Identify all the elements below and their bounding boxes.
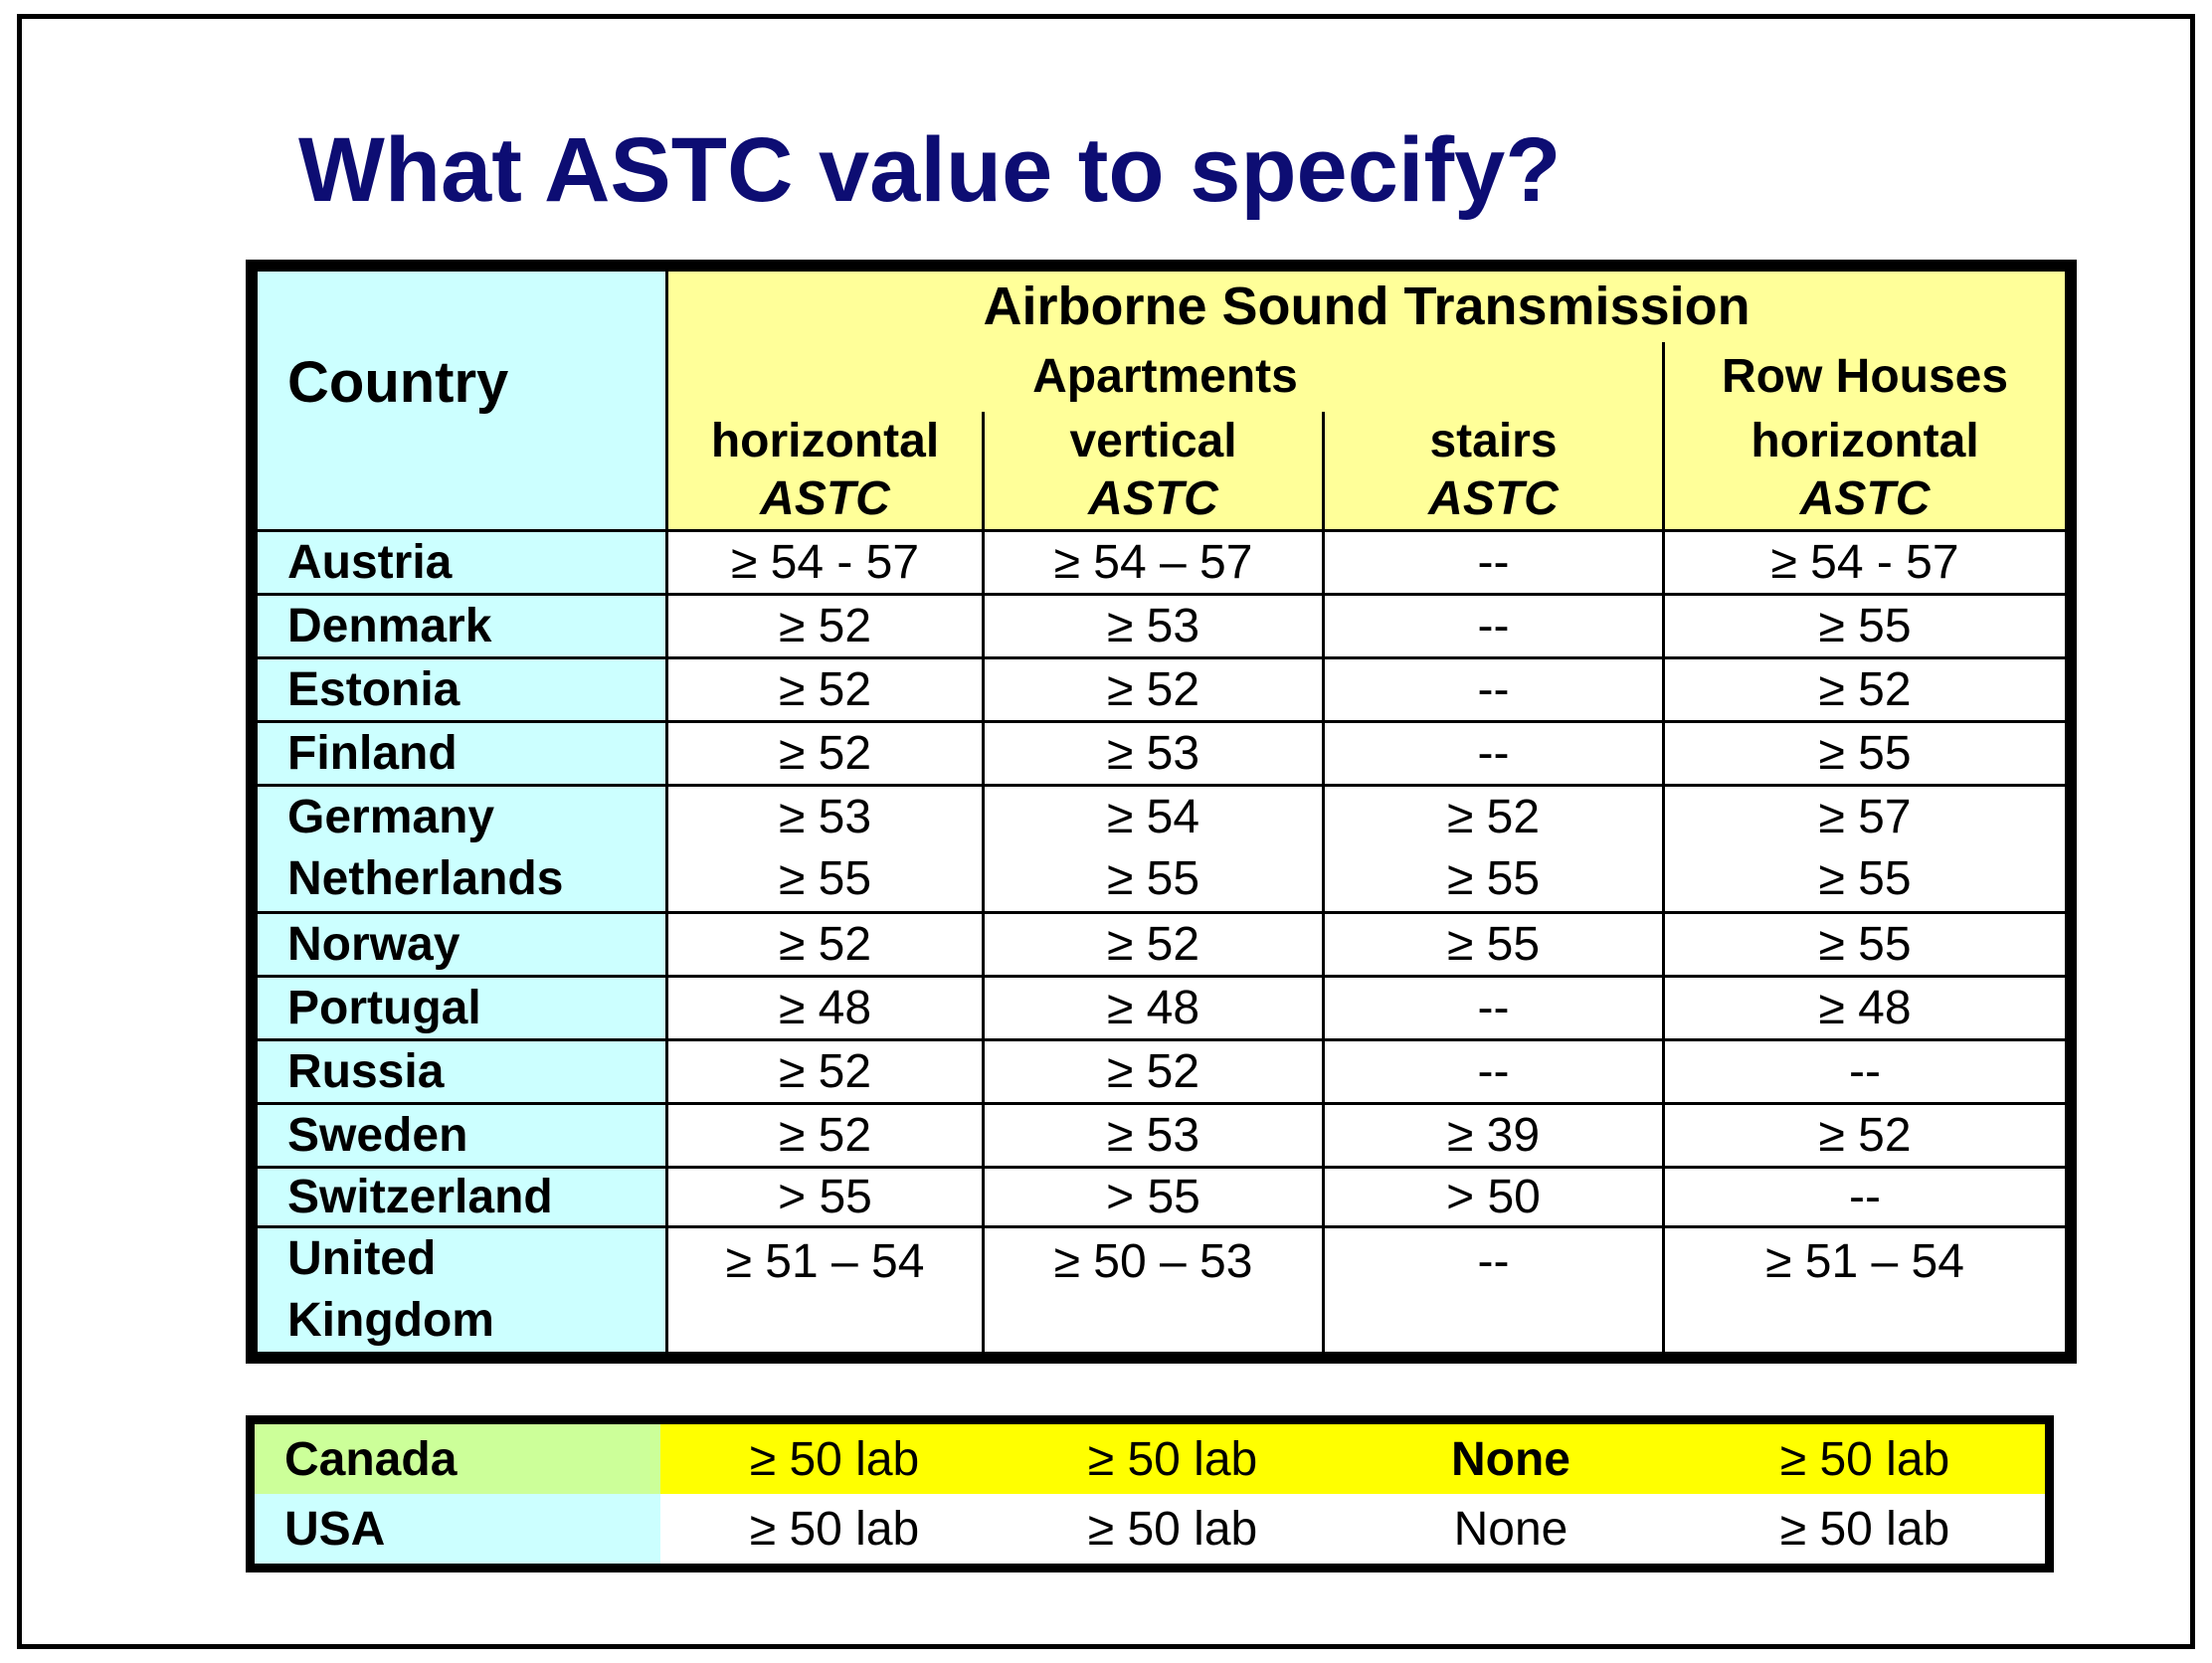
- table-row-usa: USA ≥ 50 lab ≥ 50 lab None ≥ 50 lab: [255, 1494, 2045, 1564]
- value-cell: ≥ 52: [982, 1037, 1325, 1105]
- value-cell: ≥ 57 ≥ 55: [1661, 784, 2069, 914]
- value-cell: ≥ 52: [1661, 1101, 2069, 1169]
- value-cell: ≥ 52: [982, 910, 1325, 978]
- table-row: United Kingdom ≥ 51 – 54 ≥ 50 – 53 -- ≥ …: [255, 1224, 2069, 1356]
- value-cell: > 50: [1322, 1165, 1665, 1228]
- country-cell: Switzerland: [255, 1165, 668, 1228]
- value-cell: --: [1322, 1224, 1665, 1356]
- table-row: Sweden ≥ 52 ≥ 53 ≥ 39 ≥ 52: [255, 1101, 2069, 1169]
- header-col-row-houses-horizontal: horizontal ASTC: [1661, 411, 2069, 533]
- country-cell: Denmark: [255, 593, 668, 660]
- value-cell: ≥ 53 ≥ 55: [665, 784, 985, 914]
- value-cell: ≥ 55: [1661, 593, 2069, 660]
- value-cell: ≥ 52: [665, 1101, 985, 1169]
- value-cell: ≥ 52: [665, 1037, 985, 1105]
- value-cell: ≥ 51 – 54: [665, 1224, 985, 1356]
- value-cell: ≥ 52: [1661, 656, 2069, 724]
- table-row: Denmark ≥ 52 ≥ 53 -- ≥ 55: [255, 593, 2069, 660]
- table-row: Switzerland > 55 > 55 > 50 --: [255, 1165, 2069, 1228]
- value-cell: ≥ 52: [665, 910, 985, 978]
- value-cell: --: [1322, 720, 1665, 788]
- value-cell: ≥ 50 lab: [1685, 1494, 2045, 1564]
- table-row: Austria ≥ 54 - 57 ≥ 54 – 57 -- ≥ 54 - 57: [255, 529, 2069, 597]
- table-row: Germany Netherlands ≥ 53 ≥ 55 ≥ 54 ≥ 55 …: [255, 784, 2069, 914]
- table-row: Estonia ≥ 52 ≥ 52 -- ≥ 52: [255, 656, 2069, 724]
- value-cell: None: [1337, 1424, 1685, 1494]
- value-cell: ≥ 54 ≥ 55: [982, 784, 1325, 914]
- value-cell: --: [1322, 656, 1665, 724]
- value-cell: --: [1322, 593, 1665, 660]
- value-cell: ≥ 50 lab: [1685, 1424, 2045, 1494]
- astc-requirements-table: Country Airborne Sound Transmission Apar…: [245, 260, 2078, 1364]
- value-cell: None: [1337, 1494, 1685, 1564]
- value-cell: ≥ 55: [1661, 720, 2069, 788]
- value-cell: ≥ 52: [665, 720, 985, 788]
- country-cell: Russia: [255, 1037, 668, 1105]
- value-cell: ≥ 39: [1322, 1101, 1665, 1169]
- value-cell: --: [1322, 1037, 1665, 1105]
- value-cell: ≥ 52: [665, 656, 985, 724]
- value-cell: ≥ 55: [1661, 910, 2069, 978]
- country-cell: Finland: [255, 720, 668, 788]
- slide-title: What ASTC value to specify?: [298, 119, 1562, 221]
- header-airborne-sound-transmission: Airborne Sound Transmission: [664, 268, 2069, 342]
- table-row: Finland ≥ 52 ≥ 53 -- ≥ 55: [255, 720, 2069, 788]
- header-col-apartments-vertical: vertical ASTC: [982, 411, 1325, 533]
- value-cell: ≥ 53: [982, 593, 1325, 660]
- table-row: Portugal ≥ 48 ≥ 48 -- ≥ 48: [255, 974, 2069, 1041]
- value-cell: ≥ 54 - 57: [665, 529, 985, 597]
- header-col-apartments-stairs: stairs ASTC: [1322, 411, 1665, 533]
- table-row: Russia ≥ 52 ≥ 52 -- --: [255, 1037, 2069, 1105]
- value-cell: ≥ 52: [982, 656, 1325, 724]
- country-cell-canada: Canada: [255, 1424, 660, 1494]
- value-cell: ≥ 54 - 57: [1661, 529, 2069, 597]
- country-cell: United Kingdom: [255, 1224, 668, 1356]
- country-cell: Austria: [255, 529, 668, 597]
- value-cell: ≥ 51 – 54: [1661, 1224, 2069, 1356]
- country-cell: Norway: [255, 910, 668, 978]
- value-cell: ≥ 53: [982, 1101, 1325, 1169]
- value-cell: ≥ 54 – 57: [982, 529, 1325, 597]
- country-cell-usa: USA: [255, 1494, 660, 1564]
- value-cell: ≥ 50 – 53: [982, 1224, 1325, 1356]
- value-cell: ≥ 52: [665, 593, 985, 660]
- header-apartments: Apartments: [665, 341, 1665, 412]
- value-cell: ≥ 48: [665, 974, 985, 1041]
- north-america-table: Canada ≥ 50 lab ≥ 50 lab None ≥ 50 lab U…: [246, 1415, 2054, 1572]
- value-cell: > 55: [665, 1165, 985, 1228]
- country-cell: Portugal: [255, 974, 668, 1041]
- value-cell: ≥ 50 lab: [1009, 1494, 1337, 1564]
- header-country: Country: [255, 268, 668, 533]
- value-cell: --: [1661, 1165, 2069, 1228]
- value-cell: ≥ 55: [1322, 910, 1665, 978]
- value-cell: --: [1322, 529, 1665, 597]
- table-row: Norway ≥ 52 ≥ 52 ≥ 55 ≥ 55: [255, 910, 2069, 978]
- value-cell: ≥ 48: [1661, 974, 2069, 1041]
- country-cell: Estonia: [255, 656, 668, 724]
- value-cell: ≥ 52 ≥ 55: [1322, 784, 1665, 914]
- value-cell: --: [1322, 974, 1665, 1041]
- header-col-apartments-horizontal: horizontal ASTC: [665, 411, 985, 533]
- header-row-houses: Row Houses: [1661, 341, 2069, 412]
- table-row-canada: Canada ≥ 50 lab ≥ 50 lab None ≥ 50 lab: [255, 1424, 2045, 1494]
- value-cell: > 55: [982, 1165, 1325, 1228]
- value-cell: ≥ 53: [982, 720, 1325, 788]
- value-cell: ≥ 50 lab: [1009, 1424, 1337, 1494]
- value-cell: ≥ 50 lab: [660, 1424, 1009, 1494]
- value-cell: ≥ 50 lab: [660, 1494, 1009, 1564]
- country-cell: Germany Netherlands: [255, 784, 668, 914]
- country-cell: Sweden: [255, 1101, 668, 1169]
- value-cell: ≥ 48: [982, 974, 1325, 1041]
- value-cell: --: [1661, 1037, 2069, 1105]
